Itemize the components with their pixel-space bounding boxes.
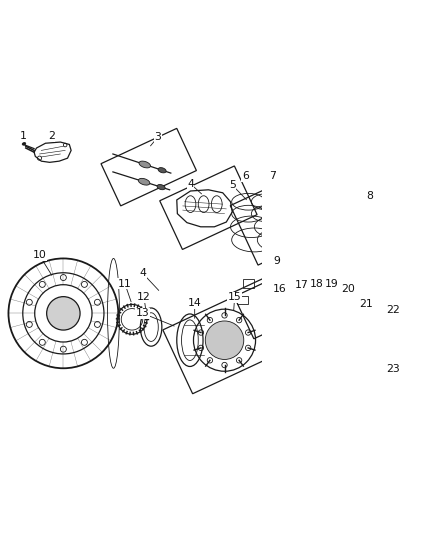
Text: 21: 21 bbox=[359, 300, 373, 309]
Circle shape bbox=[47, 297, 80, 330]
Text: 13: 13 bbox=[136, 309, 150, 318]
Text: 12: 12 bbox=[137, 292, 151, 302]
Text: 3: 3 bbox=[154, 132, 161, 142]
Text: 6: 6 bbox=[242, 171, 249, 181]
Circle shape bbox=[205, 321, 244, 359]
Ellipse shape bbox=[139, 161, 151, 168]
Text: 20: 20 bbox=[341, 285, 355, 294]
Circle shape bbox=[303, 324, 307, 327]
Text: 11: 11 bbox=[118, 279, 132, 288]
Circle shape bbox=[362, 333, 377, 348]
Text: 23: 23 bbox=[387, 364, 400, 374]
Text: 9: 9 bbox=[273, 256, 280, 266]
Text: 15: 15 bbox=[228, 292, 241, 302]
Text: 8: 8 bbox=[366, 191, 373, 201]
Ellipse shape bbox=[22, 142, 26, 145]
Ellipse shape bbox=[157, 184, 165, 190]
Text: 7: 7 bbox=[269, 171, 276, 181]
Text: 18: 18 bbox=[310, 279, 324, 288]
Ellipse shape bbox=[158, 167, 166, 173]
Text: 4: 4 bbox=[187, 179, 194, 189]
Text: 17: 17 bbox=[295, 280, 309, 290]
Text: 10: 10 bbox=[32, 251, 46, 261]
Text: 19: 19 bbox=[325, 279, 339, 288]
Text: 2: 2 bbox=[48, 131, 55, 141]
Text: 14: 14 bbox=[188, 298, 201, 308]
Text: 22: 22 bbox=[387, 305, 400, 316]
Text: 16: 16 bbox=[273, 285, 287, 294]
Ellipse shape bbox=[138, 179, 150, 185]
Text: 1: 1 bbox=[20, 131, 27, 141]
Circle shape bbox=[291, 193, 296, 198]
Text: 4: 4 bbox=[139, 268, 146, 278]
Text: 5: 5 bbox=[229, 180, 236, 190]
